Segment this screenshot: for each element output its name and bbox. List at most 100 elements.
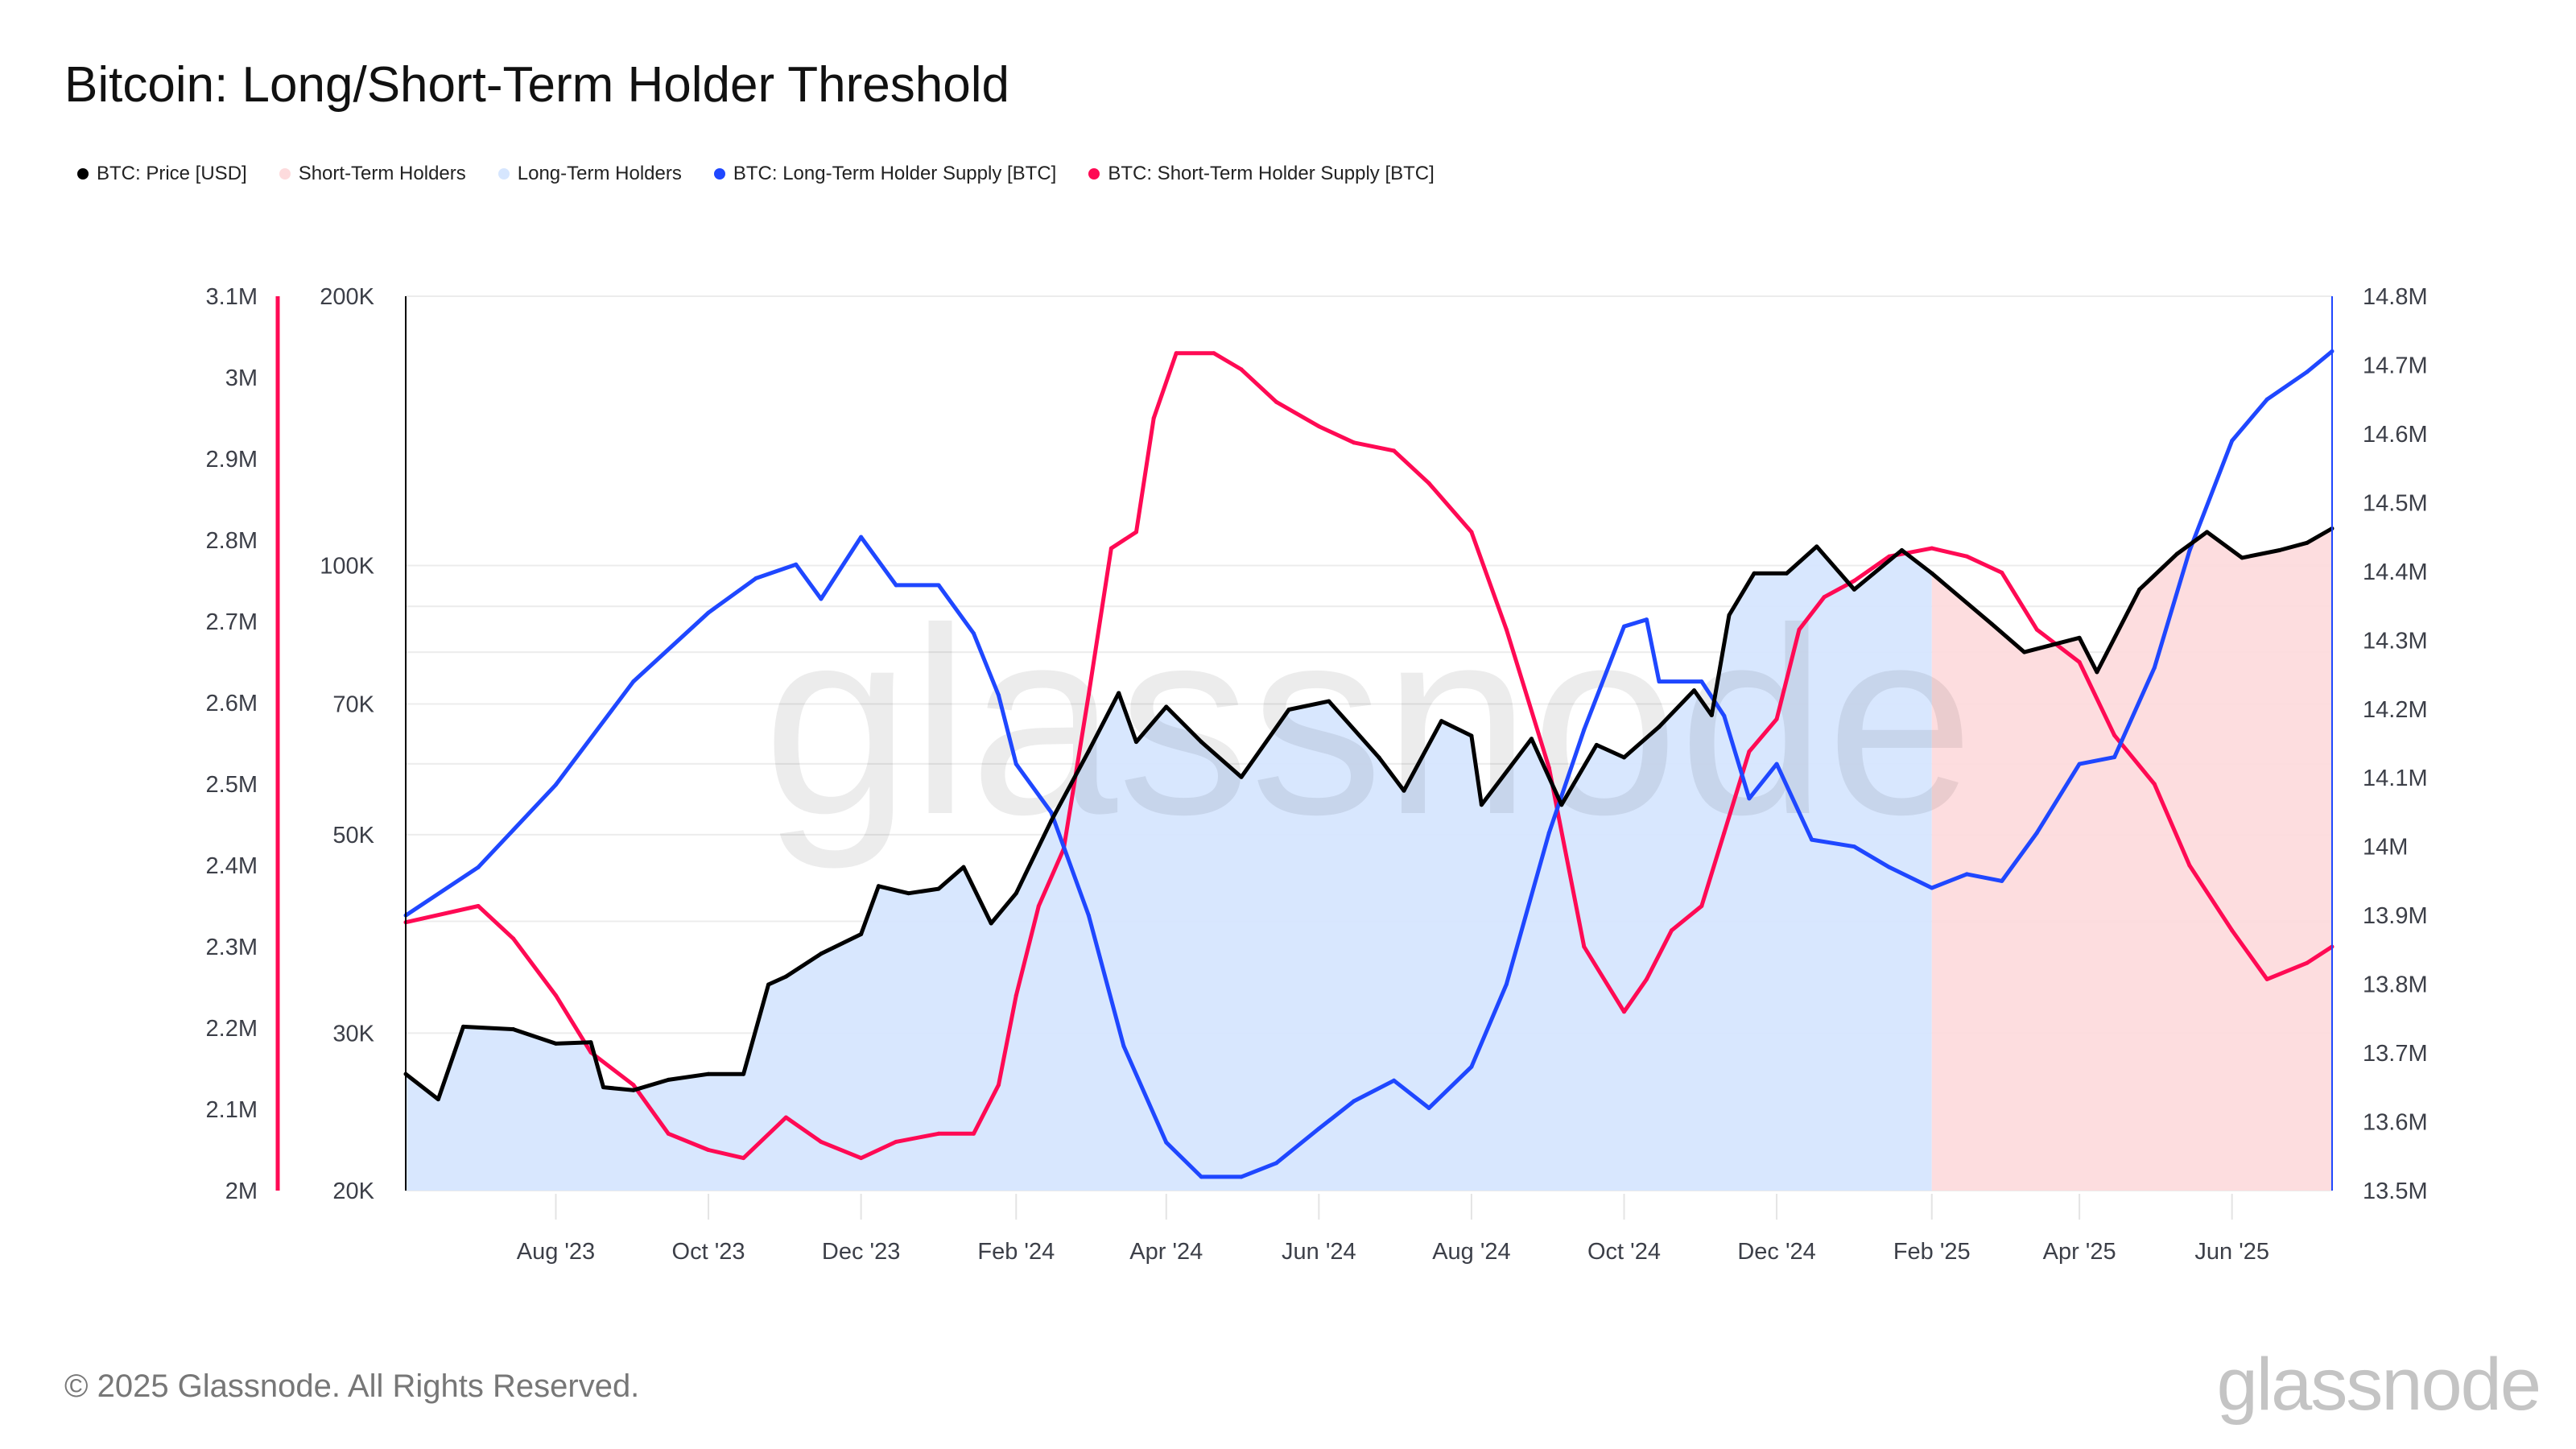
data-point-price xyxy=(486,1026,491,1030)
legend: BTC: Price [USD] Short-Term Holders Long… xyxy=(77,163,1435,185)
data-point-lth_supply xyxy=(894,583,898,588)
data-point-lth_supply xyxy=(1774,762,1779,766)
lth-tick-label: 14.3M xyxy=(2363,628,2428,654)
data-point-lth_supply xyxy=(2034,831,2039,836)
data-point-sth_supply xyxy=(2152,782,2157,786)
data-point-price xyxy=(859,931,864,936)
price-tick-label: 30K xyxy=(332,1021,374,1046)
data-point-lth_supply xyxy=(1699,679,1704,684)
lth-tick-label: 14.1M xyxy=(2363,766,2428,791)
data-point-price xyxy=(2205,530,2210,535)
data-point-sth_supply xyxy=(1670,928,1674,933)
data-point-sth_supply xyxy=(1036,904,1041,908)
data-point-lth_supply xyxy=(1469,1064,1474,1069)
data-point-lth_supply xyxy=(1352,1099,1356,1104)
data-point-sth_supply xyxy=(1426,481,1431,485)
x-tick-label: Feb '24 xyxy=(977,1239,1055,1265)
data-point-lth_supply xyxy=(706,610,711,615)
data-point-price xyxy=(876,884,881,889)
legend-item-price[interactable]: BTC: Price [USD] xyxy=(77,163,247,185)
legend-label: Long-Term Holders xyxy=(517,163,682,184)
data-point-lth_supply xyxy=(936,583,941,588)
data-point-price xyxy=(1852,587,1856,592)
price-tick-label: 100K xyxy=(320,553,374,579)
data-point-lth_supply xyxy=(1274,1161,1279,1166)
data-point-sth_supply xyxy=(1274,399,1279,404)
data-point-sth_supply xyxy=(1174,351,1179,356)
data-point-lth_supply xyxy=(631,679,636,684)
data-point-price xyxy=(436,1097,440,1102)
data-point-sth_supply xyxy=(1747,749,1752,754)
data-point-lth_supply xyxy=(1316,1126,1321,1131)
data-point-sth_supply xyxy=(819,1139,824,1144)
x-tick-label: Jun '24 xyxy=(1282,1239,1356,1265)
legend-item-sth[interactable]: Short-Term Holders xyxy=(279,163,466,185)
data-point-sth_supply xyxy=(1930,546,1934,551)
data-point-lth_supply xyxy=(1747,796,1752,801)
data-point-price xyxy=(1899,548,1904,553)
legend-dot-icon xyxy=(713,168,725,180)
data-point-lth_supply xyxy=(476,865,481,869)
data-point-price xyxy=(1727,613,1732,617)
data-point-price xyxy=(460,1024,465,1029)
data-point-lth_supply xyxy=(2305,369,2310,374)
data-point-sth_supply xyxy=(2112,733,2117,737)
legend-label: BTC: Price [USD] xyxy=(97,163,247,184)
glassnode-logo: glassnode xyxy=(2217,1343,2541,1427)
data-point-price xyxy=(1657,724,1662,729)
data-point-lth_supply xyxy=(1722,713,1727,718)
data-point-price xyxy=(2095,670,2099,675)
data-point-price xyxy=(1013,891,1018,896)
legend-dot-icon xyxy=(497,168,510,180)
lth-tick-label: 14.8M xyxy=(2363,284,2428,310)
data-point-lth_supply xyxy=(1504,982,1509,987)
data-point-price xyxy=(706,1071,711,1076)
sth-tick-label: 2.5M xyxy=(206,772,258,798)
data-point-lth_supply xyxy=(1392,1078,1397,1083)
data-point-sth_supply xyxy=(1086,692,1091,697)
data-point-price xyxy=(989,921,993,926)
data-point-price xyxy=(819,952,824,956)
data-point-sth_supply xyxy=(1621,1009,1626,1014)
legend-item-lth-supply[interactable]: BTC: Long-Term Holder Supply [BTC] xyxy=(713,163,1056,185)
x-tick-label: Apr '24 xyxy=(1129,1239,1203,1265)
data-point-sth_supply xyxy=(1392,448,1397,453)
data-point-price xyxy=(906,891,911,896)
sth-tick-label: 2.4M xyxy=(206,853,258,879)
lth-tick-label: 13.7M xyxy=(2363,1041,2428,1067)
axes: Aug '23 Oct '23 Dec '23 Feb '24 Apr '24 Jun '… xyxy=(206,284,2428,1265)
data-point-price xyxy=(961,865,966,869)
data-point-lth_supply xyxy=(1621,624,1626,629)
data-point-price xyxy=(766,982,771,987)
data-point-price xyxy=(1814,544,1819,549)
data-point-price xyxy=(1239,774,1244,779)
data-point-sth_supply xyxy=(2305,960,2310,965)
data-point-price xyxy=(1439,719,1444,724)
legend-item-sth-supply[interactable]: BTC: Short-Term Holder Supply [BTC] xyxy=(1088,163,1435,185)
lth-tick-label: 14M xyxy=(2363,835,2408,861)
data-point-sth_supply xyxy=(741,1156,746,1161)
sth-tick-label: 2.8M xyxy=(206,528,258,554)
legend-item-lth[interactable]: Long-Term Holders xyxy=(497,163,682,185)
data-point-lth_supply xyxy=(2187,548,2192,553)
data-point-price xyxy=(2277,548,2282,553)
legend-label: Short-Term Holders xyxy=(298,163,466,184)
data-point-lth_supply xyxy=(2077,762,2082,766)
data-point-price xyxy=(1559,803,1564,807)
data-point-price xyxy=(1133,740,1138,745)
data-point-lth_supply xyxy=(1426,1105,1431,1110)
lth-tick-label: 13.8M xyxy=(2363,972,2428,998)
data-point-sth_supply xyxy=(666,1131,671,1136)
x-tick-label: Oct '23 xyxy=(672,1239,745,1265)
data-point-sth_supply xyxy=(1352,440,1356,445)
data-point-sth_supply xyxy=(1316,424,1321,429)
data-point-sth_supply xyxy=(706,1148,711,1152)
regions xyxy=(406,528,2332,1191)
data-point-sth_supply xyxy=(2034,627,2039,632)
data-point-price xyxy=(2137,587,2142,592)
data-point-price xyxy=(1479,803,1484,807)
data-point-lth_supply xyxy=(2112,755,2117,760)
data-point-lth_supply xyxy=(1239,1174,1244,1179)
data-point-lth_supply xyxy=(2000,878,2004,883)
data-point-lth_supply xyxy=(553,782,558,787)
